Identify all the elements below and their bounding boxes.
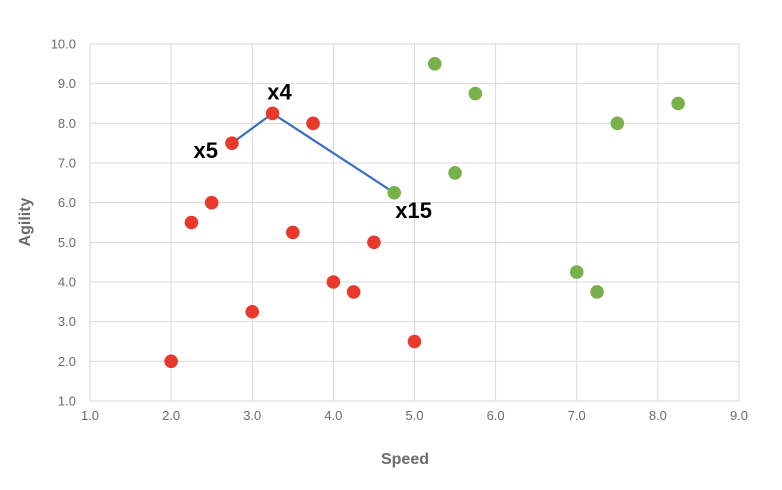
y-tick-label: 7.0 <box>58 156 76 171</box>
y-axis-title: Agility <box>17 197 34 246</box>
data-point <box>184 215 199 230</box>
annotations: x5 x4 x15 <box>193 79 431 222</box>
x-tick-label: 4.0 <box>324 408 342 423</box>
x-tick-label: 6.0 <box>487 408 505 423</box>
y-tick-label: 5.0 <box>58 235 76 250</box>
x-axis-title: Speed <box>381 451 429 468</box>
data-point <box>306 116 320 131</box>
data-point <box>590 285 604 299</box>
data-point <box>326 275 341 289</box>
data-point <box>387 185 402 200</box>
y-tick-label: 2.0 <box>58 354 76 369</box>
data-point <box>610 116 625 131</box>
data-point <box>225 136 239 150</box>
data-point <box>204 195 219 210</box>
y-tick-label: 8.0 <box>58 116 76 131</box>
x-tick-labels: 1.0 2.0 3.0 4.0 5.0 6.0 7.0 8.0 9.0 <box>81 408 748 423</box>
y-tick-label: 10.0 <box>51 37 76 52</box>
data-point <box>569 265 584 279</box>
x-tick-label: 1.0 <box>81 408 99 423</box>
data-point <box>164 354 178 369</box>
data-point <box>448 166 462 180</box>
y-tick-label: 9.0 <box>58 76 76 91</box>
x-tick-label: 5.0 <box>405 408 423 423</box>
y-tick-labels: 1.0 2.0 3.0 4.0 5.0 6.0 7.0 8.0 9.0 10.0 <box>51 37 76 409</box>
y-tick-label: 3.0 <box>58 314 76 329</box>
data-point <box>245 304 260 319</box>
data-point <box>427 57 442 71</box>
x-tick-label: 8.0 <box>649 408 667 423</box>
x-tick-label: 7.0 <box>568 408 586 423</box>
x-tick-label: 9.0 <box>730 408 748 423</box>
x-tick-label: 2.0 <box>162 408 180 423</box>
annotation-label: x15 <box>395 198 432 223</box>
y-tick-label: 4.0 <box>58 275 76 290</box>
data-point <box>671 96 685 111</box>
grid <box>89 43 740 402</box>
x-tick-label: 3.0 <box>243 408 261 423</box>
annotation-label: x5 <box>193 138 217 163</box>
y-tick-label: 1.0 <box>58 394 76 409</box>
data-point <box>286 225 300 240</box>
y-tick-label: 6.0 <box>58 195 76 210</box>
data-points <box>164 57 685 369</box>
data-point <box>367 235 381 250</box>
data-point <box>346 285 361 299</box>
data-point <box>468 86 483 101</box>
annotation-label: x4 <box>267 79 292 104</box>
data-point <box>265 106 280 121</box>
data-point <box>407 334 422 349</box>
